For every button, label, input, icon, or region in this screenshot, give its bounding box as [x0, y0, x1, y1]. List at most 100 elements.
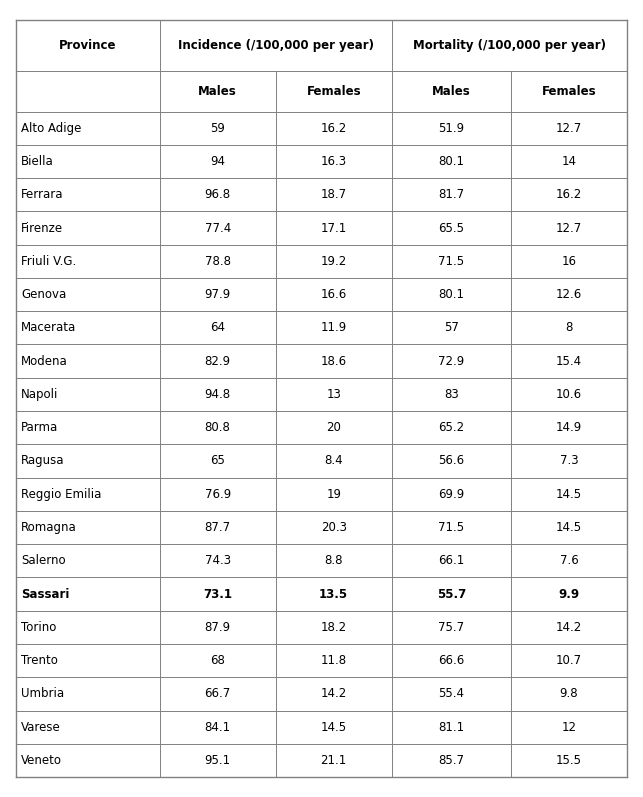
Text: 16.6: 16.6 — [321, 288, 347, 301]
Text: 80.1: 80.1 — [439, 288, 464, 301]
Text: 21.1: 21.1 — [321, 754, 347, 767]
Text: Napoli: Napoli — [21, 388, 59, 401]
Text: Varese: Varese — [21, 720, 60, 734]
Text: 74.3: 74.3 — [204, 554, 231, 567]
Text: 51.9: 51.9 — [439, 122, 464, 135]
Text: 14.5: 14.5 — [556, 521, 582, 534]
Text: 15.5: 15.5 — [556, 754, 582, 767]
Text: 71.5: 71.5 — [439, 521, 464, 534]
Text: 84.1: 84.1 — [204, 720, 231, 734]
Text: Friuli V.G.: Friuli V.G. — [21, 255, 77, 268]
Text: 17.1: 17.1 — [321, 222, 347, 234]
Text: 7.3: 7.3 — [559, 454, 578, 468]
Text: Biella: Biella — [21, 155, 54, 168]
Text: 80.8: 80.8 — [204, 421, 231, 434]
Text: 16: 16 — [561, 255, 576, 268]
Text: 14.2: 14.2 — [556, 621, 582, 634]
Text: 55.7: 55.7 — [437, 587, 466, 601]
Text: 16.3: 16.3 — [321, 155, 347, 168]
Text: 80.1: 80.1 — [439, 155, 464, 168]
Text: 16.2: 16.2 — [321, 122, 347, 135]
Text: 16.2: 16.2 — [556, 188, 582, 201]
Text: Macerata: Macerata — [21, 321, 77, 334]
Text: Trento: Trento — [21, 654, 58, 667]
Text: 59: 59 — [210, 122, 225, 135]
Text: 14.5: 14.5 — [556, 488, 582, 501]
Text: 19: 19 — [326, 488, 341, 501]
Text: Umbria: Umbria — [21, 687, 64, 701]
Text: Incidence (/100,000 per year): Incidence (/100,000 per year) — [177, 39, 374, 52]
Text: 12.7: 12.7 — [556, 122, 582, 135]
Text: 68: 68 — [210, 654, 225, 667]
Text: 9.8: 9.8 — [559, 687, 578, 701]
Text: 78.8: 78.8 — [204, 255, 231, 268]
Text: 75.7: 75.7 — [439, 621, 464, 634]
Text: 10.7: 10.7 — [556, 654, 582, 667]
Text: 94.8: 94.8 — [204, 388, 231, 401]
Text: Parma: Parma — [21, 421, 59, 434]
Text: Females: Females — [541, 85, 596, 98]
Text: 20.3: 20.3 — [321, 521, 347, 534]
Text: Salerno: Salerno — [21, 554, 66, 567]
Text: 66.6: 66.6 — [438, 654, 464, 667]
Text: Reggio Emilia: Reggio Emilia — [21, 488, 102, 501]
Text: 14.2: 14.2 — [321, 687, 347, 701]
Text: 19.2: 19.2 — [321, 255, 347, 268]
Text: 57: 57 — [444, 321, 458, 334]
Text: 9.9: 9.9 — [558, 587, 579, 601]
Text: 12.7: 12.7 — [556, 222, 582, 234]
Text: Firenze: Firenze — [21, 222, 63, 234]
Text: 95.1: 95.1 — [204, 754, 231, 767]
Text: 14: 14 — [561, 155, 576, 168]
Text: 65.2: 65.2 — [439, 421, 464, 434]
Text: 87.9: 87.9 — [204, 621, 231, 634]
Text: Ferrara: Ferrara — [21, 188, 64, 201]
Text: 8: 8 — [565, 321, 572, 334]
Text: Females: Females — [307, 85, 361, 98]
Text: 96.8: 96.8 — [204, 188, 231, 201]
Text: Ragusa: Ragusa — [21, 454, 64, 468]
Text: 12: 12 — [561, 720, 576, 734]
Text: Males: Males — [432, 85, 471, 98]
Text: 94: 94 — [210, 155, 225, 168]
Text: 83: 83 — [444, 388, 458, 401]
Text: 66.7: 66.7 — [204, 687, 231, 701]
Text: 7.6: 7.6 — [559, 554, 578, 567]
Text: 56.6: 56.6 — [439, 454, 464, 468]
Text: 11.9: 11.9 — [321, 321, 347, 334]
Text: 8.4: 8.4 — [325, 454, 343, 468]
Text: 66.1: 66.1 — [438, 554, 464, 567]
Text: 14.5: 14.5 — [321, 720, 347, 734]
Text: 97.9: 97.9 — [204, 288, 231, 301]
Text: 20: 20 — [326, 421, 341, 434]
Text: 72.9: 72.9 — [438, 355, 464, 367]
Text: 77.4: 77.4 — [204, 222, 231, 234]
Text: 12.6: 12.6 — [556, 288, 582, 301]
Text: Alto Adige: Alto Adige — [21, 122, 81, 135]
Text: 8.8: 8.8 — [325, 554, 343, 567]
Text: 18.6: 18.6 — [321, 355, 347, 367]
Text: Province: Province — [59, 39, 116, 52]
Text: Males: Males — [198, 85, 237, 98]
Text: 69.9: 69.9 — [438, 488, 464, 501]
Text: 15.4: 15.4 — [556, 355, 582, 367]
Text: 13: 13 — [326, 388, 341, 401]
Text: 65.5: 65.5 — [439, 222, 464, 234]
Text: 11.8: 11.8 — [321, 654, 347, 667]
Text: 85.7: 85.7 — [439, 754, 464, 767]
Text: 55.4: 55.4 — [439, 687, 464, 701]
Text: 87.7: 87.7 — [204, 521, 231, 534]
Text: 71.5: 71.5 — [439, 255, 464, 268]
Text: 65: 65 — [210, 454, 225, 468]
Text: Modena: Modena — [21, 355, 68, 367]
Text: 81.1: 81.1 — [439, 720, 464, 734]
Text: Torino: Torino — [21, 621, 57, 634]
Text: 18.7: 18.7 — [321, 188, 347, 201]
Text: 18.2: 18.2 — [321, 621, 347, 634]
Text: Mortality (/100,000 per year): Mortality (/100,000 per year) — [413, 39, 606, 52]
Text: 81.7: 81.7 — [439, 188, 464, 201]
Text: 14.9: 14.9 — [556, 421, 582, 434]
Text: 73.1: 73.1 — [203, 587, 232, 601]
Text: 64: 64 — [210, 321, 225, 334]
Text: Romagna: Romagna — [21, 521, 77, 534]
